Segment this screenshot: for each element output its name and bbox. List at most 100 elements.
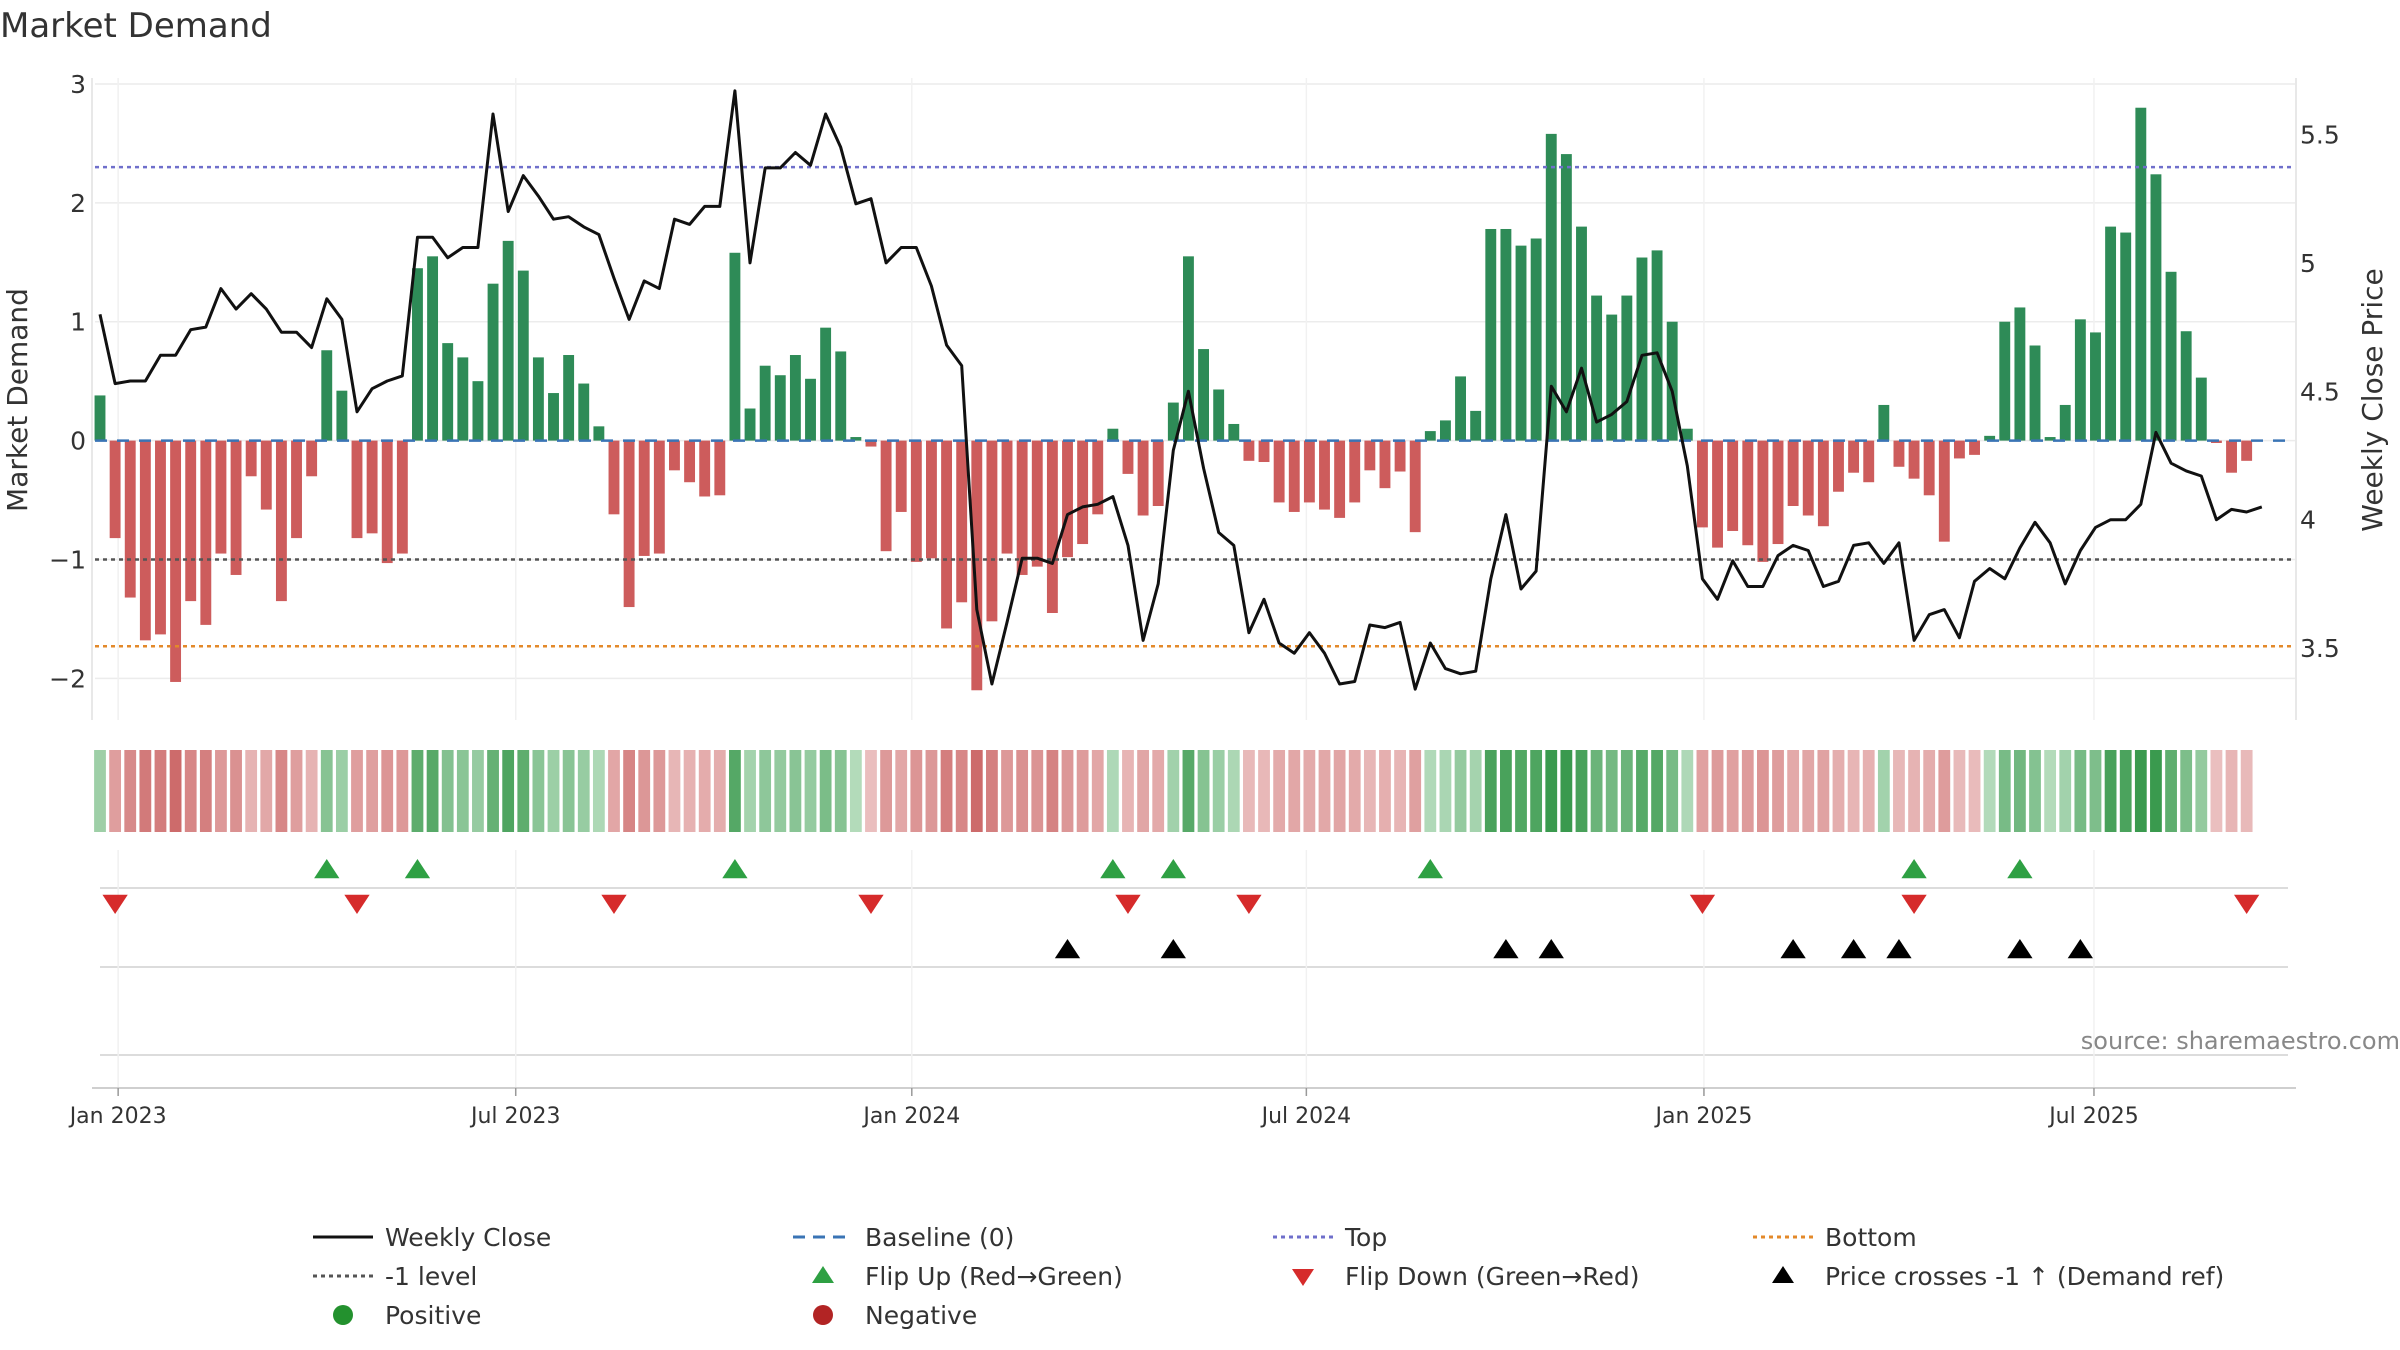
x-tick-label: Jul 2024 <box>1260 1104 1352 1129</box>
heat-cell <box>1772 750 1784 832</box>
heat-cell <box>1122 750 1134 832</box>
demand-bar <box>729 252 741 441</box>
heat-cell <box>1137 750 1149 832</box>
heat-cell <box>1031 750 1044 832</box>
demand-bar <box>170 440 182 682</box>
heat-cell <box>1303 750 1316 832</box>
demand-bar <box>1696 440 1708 528</box>
heat-cell <box>865 750 877 832</box>
demand-bar <box>502 240 514 441</box>
demand-bar <box>1122 440 1134 474</box>
demand-bar <box>744 408 756 441</box>
flip-down-marker <box>1115 894 1141 914</box>
heat-cell <box>472 750 484 832</box>
y-tick-label: −2 <box>49 664 86 693</box>
heat-cell <box>1802 750 1815 832</box>
demand-bar <box>774 375 786 441</box>
heat-cell <box>623 750 635 832</box>
heat-cell <box>411 750 424 832</box>
heat-cell <box>1500 750 1512 832</box>
heat-cell <box>1152 750 1165 832</box>
demand-bar <box>1923 440 1935 496</box>
heat-cell <box>1726 750 1739 832</box>
demand-bar <box>1167 402 1179 441</box>
heat-cell <box>139 750 152 832</box>
legend-item: Flip Up (Red→Green) <box>812 1262 1123 1291</box>
heat-cell <box>592 750 605 832</box>
demand-bar <box>1424 431 1436 441</box>
demand-bar <box>1727 440 1739 531</box>
y2-tick-label: 4 <box>2300 506 2316 535</box>
legend-label: -1 level <box>385 1262 477 1291</box>
heat-cell <box>834 750 847 832</box>
demand-bar <box>2074 319 2086 441</box>
demand-bar <box>850 437 862 441</box>
demand-bar <box>1999 321 2011 441</box>
legend-swatch <box>1772 1266 1794 1283</box>
heat-cell <box>2029 750 2041 832</box>
heat-cell <box>880 750 892 832</box>
heat-cell <box>456 750 469 832</box>
heat-cell <box>1394 750 1406 832</box>
x-axis: Jan 2023 Jul 2023 Jan 2024 Jul 2024 Jan 2025… <box>68 1087 2296 1129</box>
heat-cell <box>970 750 983 832</box>
heat-cell <box>1212 750 1225 832</box>
heat-cell <box>759 750 772 832</box>
heat-cell <box>517 750 530 832</box>
heat-cell <box>1923 750 1936 832</box>
demand-bar <box>669 440 680 471</box>
weekly-close-line <box>98 89 2263 691</box>
demand-bar <box>2014 307 2026 441</box>
demand-bar <box>336 390 348 441</box>
demand-bar <box>1863 440 1875 483</box>
demand-bar <box>291 440 302 539</box>
heat-cell <box>1182 750 1195 832</box>
y-tick-label: 1 <box>70 308 86 337</box>
flip-down-marker <box>1901 894 1927 914</box>
demand-bar <box>94 395 106 441</box>
demand-bar <box>1712 440 1723 548</box>
y-tick-label: 0 <box>70 427 86 456</box>
demand-bar <box>1833 440 1844 492</box>
heat-cell <box>1832 750 1845 832</box>
demand-bar <box>2241 440 2253 461</box>
heat-cell <box>169 750 182 832</box>
demand-bar <box>2044 437 2056 441</box>
heat-cell <box>2195 750 2208 832</box>
heat-cell <box>1862 750 1875 832</box>
demand-bar <box>1288 440 1300 512</box>
demand-bar <box>1077 440 1089 545</box>
demand-bar <box>956 440 968 603</box>
demand-bar <box>1470 410 1482 441</box>
demand-bar <box>260 440 272 510</box>
source-label: source: sharemaestro.com <box>2081 1027 2400 1055</box>
demand-bar <box>381 440 393 564</box>
price-cross-marker <box>1493 939 1519 959</box>
legend-item: Flip Down (Green→Red) <box>1292 1262 1640 1291</box>
demand-bar <box>2120 232 2132 441</box>
heat-cell <box>1605 750 1618 832</box>
legend-label: Top <box>1344 1223 1387 1252</box>
demand-bar <box>1319 440 1330 510</box>
price-cross-marker <box>1160 939 1186 959</box>
heat-cell <box>109 750 122 832</box>
demand-bar <box>321 350 333 441</box>
heat-cell <box>2089 750 2102 832</box>
flip-up-marker <box>1901 859 1927 879</box>
heat-cell <box>910 750 923 832</box>
demand-bar <box>805 378 816 441</box>
heat-cell <box>744 750 756 832</box>
heat-cell <box>1817 750 1830 832</box>
signal-markers <box>100 850 2288 1090</box>
heat-cell <box>547 750 560 832</box>
heat-cell <box>320 750 333 832</box>
demand-bar <box>1409 440 1421 533</box>
legend-swatch <box>812 1266 834 1283</box>
demand-bar <box>412 268 423 441</box>
demand-bar <box>1334 440 1346 518</box>
heat-cell <box>1424 750 1437 832</box>
heat-cell <box>1243 750 1255 832</box>
demand-bar <box>1394 440 1406 472</box>
demand-bar <box>1938 440 1950 542</box>
price-cross-marker <box>1840 939 1867 959</box>
